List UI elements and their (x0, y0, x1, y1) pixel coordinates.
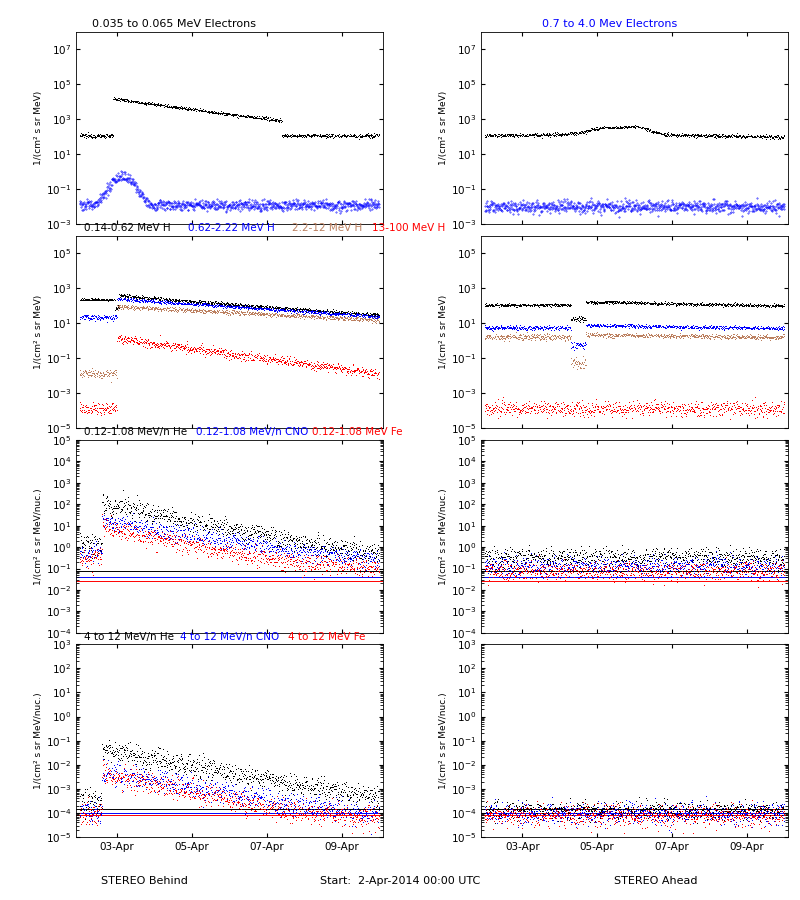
Y-axis label: 1/(cm² s sr MeV): 1/(cm² s sr MeV) (34, 295, 43, 369)
Y-axis label: 1/(cm² s sr MeV/nuc.): 1/(cm² s sr MeV/nuc.) (439, 692, 448, 789)
Text: 0.12-1.08 MeV/n He: 0.12-1.08 MeV/n He (84, 428, 187, 437)
Y-axis label: 1/(cm² s sr MeV/nuc.): 1/(cm² s sr MeV/nuc.) (34, 488, 42, 585)
Y-axis label: 1/(cm² s sr MeV): 1/(cm² s sr MeV) (439, 91, 448, 165)
Y-axis label: 1/(cm² s sr MeV): 1/(cm² s sr MeV) (34, 91, 43, 165)
Y-axis label: 1/(cm² s sr MeV/nuc.): 1/(cm² s sr MeV/nuc.) (34, 692, 42, 789)
Y-axis label: 1/(cm² s sr MeV/nuc.): 1/(cm² s sr MeV/nuc.) (439, 488, 448, 585)
Text: STEREO Ahead: STEREO Ahead (614, 877, 698, 886)
Title: 0.035 to 0.065 MeV Electrons: 0.035 to 0.065 MeV Electrons (92, 19, 256, 30)
Text: 4 to 12 MeV/n CNO: 4 to 12 MeV/n CNO (180, 632, 279, 642)
Title: 0.7 to 4.0 Mev Electrons: 0.7 to 4.0 Mev Electrons (542, 19, 678, 30)
Text: 4 to 12 MeV Fe: 4 to 12 MeV Fe (288, 632, 366, 642)
Text: STEREO Behind: STEREO Behind (101, 877, 187, 886)
Text: 0.14-0.62 MeV H: 0.14-0.62 MeV H (84, 223, 170, 233)
Text: 13-100 MeV H: 13-100 MeV H (372, 223, 446, 233)
Text: 0.62-2.22 MeV H: 0.62-2.22 MeV H (188, 223, 274, 233)
Text: 4 to 12 MeV/n He: 4 to 12 MeV/n He (84, 632, 174, 642)
Text: 2.2-12 MeV H: 2.2-12 MeV H (292, 223, 362, 233)
Y-axis label: 1/(cm² s sr MeV): 1/(cm² s sr MeV) (439, 295, 448, 369)
Text: 0.12-1.08 MeV/n CNO: 0.12-1.08 MeV/n CNO (196, 428, 308, 437)
Text: Start:  2-Apr-2014 00:00 UTC: Start: 2-Apr-2014 00:00 UTC (320, 877, 480, 886)
Text: 0.12-1.08 MeV Fe: 0.12-1.08 MeV Fe (312, 428, 402, 437)
